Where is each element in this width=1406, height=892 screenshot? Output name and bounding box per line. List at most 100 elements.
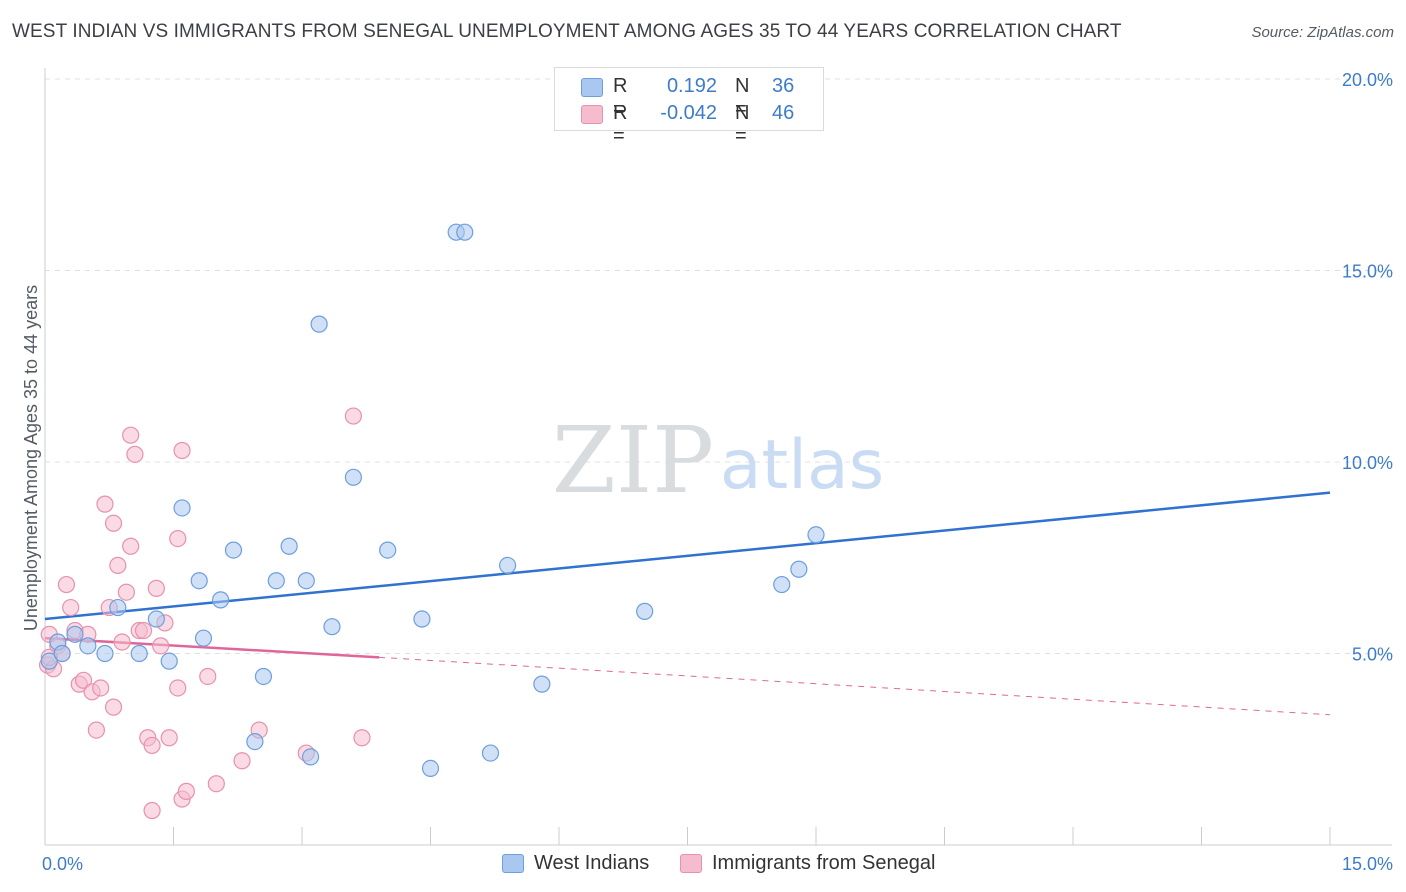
legend-label-senegal: Immigrants from Senegal: [712, 852, 936, 874]
west-indian-point: [254, 667, 273, 686]
senegal-point: [353, 729, 371, 747]
grid-lines: [45, 78, 1392, 654]
west-indian-point: [190, 572, 208, 590]
senegal-point: [173, 441, 191, 460]
west-indian-point: [79, 637, 97, 655]
west-indian-point: [421, 759, 440, 778]
legend-swatch-blue: [581, 78, 603, 97]
chart-title: WEST INDIAN VS IMMIGRANTS FROM SENEGAL U…: [12, 21, 1122, 42]
legend-n-label: N =: [735, 102, 750, 147]
west-indian-point: [267, 572, 285, 590]
west-indian-point: [790, 560, 808, 578]
trend-line-west-indians: [44, 491, 1331, 621]
west-indian-point: [66, 625, 84, 643]
watermark: ZIP atlas: [552, 407, 884, 514]
west-indian-point: [280, 537, 298, 555]
west-indian-point: [246, 732, 264, 751]
legend-r-label: R =: [613, 102, 628, 147]
trend-lines: [44, 491, 1331, 716]
west-indian-point: [807, 526, 825, 544]
west-indian-point: [194, 629, 213, 647]
trend-line-senegal: [379, 656, 1331, 716]
senegal-point: [199, 667, 217, 686]
watermark-atlas: atlas: [720, 426, 884, 505]
west-indian-points: [40, 223, 825, 778]
legend-r-label: R =: [613, 75, 628, 120]
west-indian-point: [96, 644, 114, 663]
senegal-point: [143, 801, 161, 820]
senegal-point: [207, 775, 225, 793]
west-indian-point: [413, 610, 431, 628]
senegal-point: [169, 529, 187, 548]
senegal-point: [122, 537, 140, 555]
legend-r-value: -0.042: [660, 102, 717, 124]
senegal-point: [96, 495, 114, 513]
legend-label-west-indians: West Indians: [534, 852, 650, 874]
series-legend: West Indians Immigrants from Senegal: [0, 852, 1406, 878]
legend-n-label: N =: [735, 75, 750, 120]
senegal-point: [104, 698, 123, 716]
senegal-point: [233, 752, 251, 770]
y-tick-label: 20.0%: [1342, 70, 1393, 90]
senegal-point: [57, 575, 76, 594]
west-indian-point: [773, 575, 791, 594]
senegal-point: [117, 583, 135, 601]
axes: [44, 68, 1392, 846]
legend-n-value: 36: [772, 75, 795, 97]
senegal-point: [104, 514, 123, 532]
west-indian-point: [109, 598, 127, 617]
senegal-point: [126, 445, 144, 463]
west-indian-point: [533, 675, 551, 693]
x-tick-label: 0.0%: [42, 854, 83, 874]
source-label: Source: ZipAtlas.com: [1251, 24, 1394, 41]
senegal-point: [92, 679, 110, 697]
senegal-point: [143, 736, 161, 755]
west-indian-point: [499, 556, 517, 575]
west-indian-point: [212, 591, 230, 609]
legend-n-value: 46: [772, 102, 795, 124]
x-tick-labels: 0.0% 15.0%: [42, 854, 1393, 874]
senegal-point: [169, 679, 187, 697]
senegal-point: [152, 637, 170, 655]
west-indian-point: [297, 572, 315, 590]
senegal-point: [122, 426, 140, 444]
west-indian-point: [147, 610, 165, 628]
senegal-point: [177, 782, 195, 800]
west-indian-point: [224, 541, 243, 559]
senegal-point: [87, 721, 106, 739]
legend-swatch-pink: [581, 105, 603, 124]
senegal-point: [147, 579, 165, 597]
trend-line-senegal: [44, 636, 380, 659]
west-indian-point: [301, 748, 320, 766]
y-axis-label: Unemployment Among Ages 35 to 44 years: [21, 285, 41, 631]
senegal-point: [62, 598, 80, 617]
senegal-point: [113, 633, 131, 651]
west-indian-point: [173, 499, 191, 517]
west-indian-point: [323, 618, 341, 636]
legend-swatch-blue: [502, 854, 524, 873]
senegal-points: [38, 407, 371, 820]
senegal-point: [160, 729, 178, 747]
west-indian-point: [344, 468, 362, 486]
senegal-point: [74, 671, 93, 689]
west-indian-point: [310, 315, 328, 333]
y-tick-label: 10.0%: [1342, 453, 1393, 473]
west-indian-point: [636, 602, 654, 620]
senegal-point: [344, 407, 362, 425]
y-tick-label: 15.0%: [1342, 262, 1393, 282]
west-indian-point: [40, 652, 58, 670]
y-tick-label: 5.0%: [1352, 645, 1393, 665]
west-indian-point: [160, 652, 178, 670]
legend-r-value: 0.192: [666, 75, 717, 97]
west-indian-point: [130, 644, 148, 663]
west-indian-point: [53, 644, 71, 663]
senegal-point: [109, 556, 127, 575]
correlation-legend: R = 0.192 N = 36 R = -0.042 N = 46: [554, 67, 824, 147]
watermark-zip: ZIP: [552, 407, 714, 514]
senegal-point: [134, 621, 153, 640]
west-indian-point: [481, 744, 500, 762]
y-tick-labels: 5.0% 10.0% 15.0% 20.0%: [1342, 70, 1393, 665]
legend-swatch-pink: [680, 854, 702, 873]
west-indian-point: [379, 541, 397, 559]
